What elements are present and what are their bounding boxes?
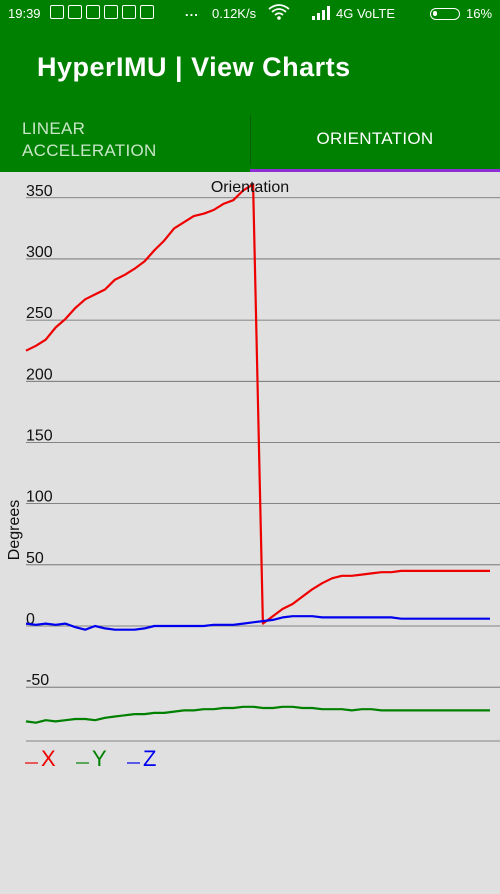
download-icon [122, 5, 136, 19]
gmail-icon [140, 5, 154, 19]
legend-label-z: Z [143, 746, 156, 771]
tab-divider [250, 116, 251, 164]
tab-orientation[interactable]: ORIENTATION [250, 108, 500, 172]
y-tick-label: 0 [26, 611, 35, 628]
legend-label-x: X [41, 746, 56, 771]
y-tick-label: 350 [26, 183, 53, 200]
settings-notification-icon [50, 5, 64, 19]
tab-linear-acceleration[interactable]: LINEAR ACCELERATION [0, 108, 250, 172]
mail-icon [86, 5, 100, 19]
chart-legend: X Y Z [25, 746, 156, 771]
series-line-z [25, 615, 490, 631]
status-bar: 19:39 ... 0.12K/s 4G VoLTE 16% [0, 0, 500, 28]
battery-icon [430, 8, 460, 20]
chart-canvas: 350 300 250 200 150 100 50 0 -50 Orientation Deg… [6, 179, 500, 771]
tab-label: ORIENTATION [316, 129, 434, 148]
orientation-chart: 350 300 250 200 150 100 50 0 -50 Orientation Deg… [0, 172, 500, 889]
y-tick-label: 50 [26, 550, 44, 567]
y-tick-label: 300 [26, 244, 53, 261]
network-type: 4G VoLTE [336, 6, 396, 21]
tab-label: LINEAR ACCELERATION [22, 119, 157, 160]
series-line-y [25, 705, 490, 724]
battery-percent: 16% [466, 6, 493, 21]
youtube-icon [104, 5, 118, 19]
series-line-x [25, 183, 490, 625]
app-title: HyperIMU | View Charts [37, 52, 351, 82]
status-time: 19:39 [8, 6, 41, 21]
y-tick-label: 150 [26, 427, 53, 444]
y-tick-label: -50 [26, 672, 49, 689]
google-icon [68, 5, 82, 19]
y-tick-label: 100 [26, 489, 53, 506]
legend-label-y: Y [92, 746, 107, 771]
wifi-icon [268, 4, 290, 23]
y-axis-label: Degrees [6, 500, 23, 560]
app-bar: HyperIMU | View Charts [0, 28, 500, 108]
chart-title: Orientation [211, 179, 289, 196]
more-notifications-indicator: ... [185, 4, 199, 19]
notification-icons [50, 5, 154, 19]
net-speed: 0.12K/s [212, 6, 257, 21]
y-tick-label: 250 [26, 305, 53, 322]
y-tick-label: 200 [26, 366, 53, 383]
signal-icon [312, 6, 332, 23]
